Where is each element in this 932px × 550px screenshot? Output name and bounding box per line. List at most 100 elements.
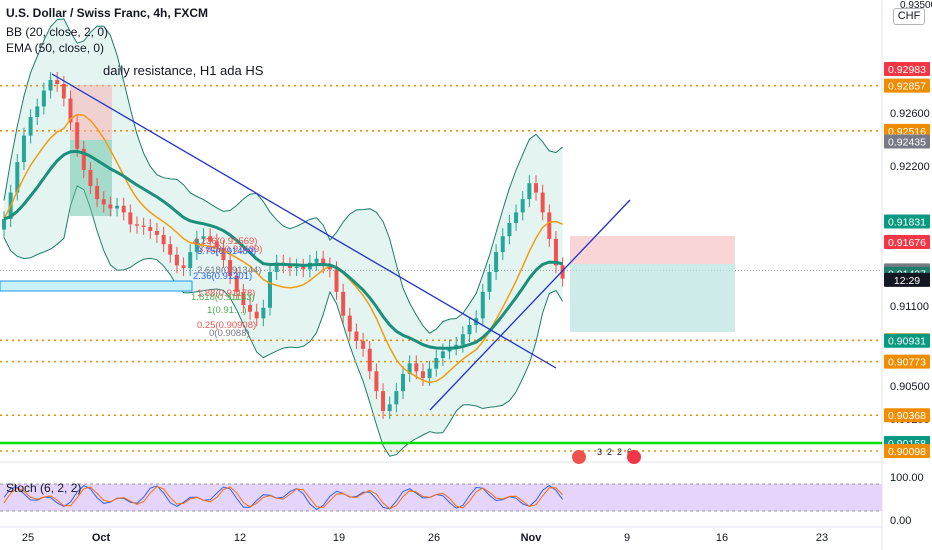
candle-body xyxy=(553,238,558,266)
price-tag-bg xyxy=(884,134,930,149)
time-tick: 12 xyxy=(234,532,246,544)
price-tag-bg xyxy=(884,408,930,423)
candle-body xyxy=(547,212,552,239)
candle-body xyxy=(347,315,352,332)
price-tag-bg xyxy=(884,62,930,76)
candle-body xyxy=(208,236,213,242)
time-tick: Nov xyxy=(521,532,543,544)
candle-body xyxy=(55,79,60,84)
candle-body xyxy=(188,252,193,269)
candle-body xyxy=(95,185,100,200)
candle-body xyxy=(135,224,139,226)
fib-label: 0.25(0.90908) xyxy=(197,320,256,331)
candle-body xyxy=(560,265,565,279)
symbol-title: U.S. Dollar / Swiss Franc, 4h, FXCM xyxy=(6,6,209,20)
candle-body xyxy=(15,162,20,193)
candle-body xyxy=(35,106,40,118)
candle-body xyxy=(168,244,173,255)
price-tick: 0.91100 xyxy=(890,301,929,313)
candle-body xyxy=(75,122,80,149)
candle-body xyxy=(154,230,159,235)
candle-body xyxy=(61,83,66,99)
candle-body xyxy=(414,363,419,372)
price-tag-label: 0.90368 xyxy=(888,410,926,422)
candle-body xyxy=(241,291,246,306)
candle-body xyxy=(141,225,146,227)
candle-body xyxy=(334,269,339,292)
stoch-k-line xyxy=(3,484,564,511)
chart-annotation[interactable]: daily resistance, H1 ada HS xyxy=(103,63,264,78)
fib-label: 1.618(0.91133) xyxy=(191,292,255,303)
price-tag-bg xyxy=(884,235,930,250)
fib-label: 3.618(0.91489) xyxy=(198,244,262,255)
event-flag-icon xyxy=(572,450,586,464)
candle-body xyxy=(101,199,106,205)
time-tick: 16 xyxy=(716,532,728,544)
fib-label: 0(0.9088) xyxy=(209,328,250,339)
candle-body xyxy=(381,391,386,412)
candle-body xyxy=(534,183,538,193)
fib-label: 3.75(0.91489) xyxy=(197,246,256,257)
candle-body xyxy=(507,222,512,237)
candle-body xyxy=(367,348,372,372)
bollinger-lower xyxy=(3,185,564,457)
price-tag-label: 0.90773 xyxy=(888,357,926,369)
price-tag-bg xyxy=(884,354,930,369)
candle-body xyxy=(21,135,26,163)
price-axis-top-label: 0.93500 xyxy=(900,0,932,11)
candle-body xyxy=(480,291,485,319)
candle-body xyxy=(374,371,379,392)
candle-body xyxy=(540,192,545,213)
candle-body xyxy=(487,271,492,292)
candle-body xyxy=(161,234,166,245)
candle-body xyxy=(354,331,359,341)
event-count: 2 xyxy=(607,447,612,457)
candle-body xyxy=(274,262,279,272)
price-tag-label: 0.90931 xyxy=(888,336,926,348)
candle-body xyxy=(427,368,432,378)
currency-button[interactable]: CHF xyxy=(893,8,925,25)
candle-body xyxy=(440,351,445,359)
candle-body xyxy=(174,254,179,266)
price-tag-bg xyxy=(884,272,930,287)
price-tag-label: 0.91676 xyxy=(888,237,926,249)
candle-body xyxy=(527,183,532,200)
candle-body xyxy=(148,226,153,231)
candle-body xyxy=(68,98,73,123)
candle-body xyxy=(254,311,259,319)
candle-body xyxy=(294,266,299,269)
price-tick: 0.92200 xyxy=(890,161,930,173)
candle-body xyxy=(420,371,425,378)
price-tag-label: 0.92435 xyxy=(888,137,926,149)
ema-legend[interactable]: EMA (50, close, 0) xyxy=(6,41,105,55)
position-stop-zone xyxy=(570,236,735,264)
price-tag-label: 0.91831 xyxy=(888,217,926,229)
support-trendline xyxy=(429,199,631,411)
fib-label: 1(0.91…) xyxy=(207,305,247,316)
stoch-legend[interactable]: Stoch (6, 2, 2) xyxy=(6,481,82,495)
candle-body xyxy=(248,305,253,312)
price-tag-bg xyxy=(884,123,930,138)
price-tag-bg xyxy=(884,214,930,229)
event-count: 3 xyxy=(597,447,602,457)
time-tick: 9 xyxy=(624,532,630,544)
bollinger-upper xyxy=(3,18,563,334)
bb-legend[interactable]: BB (20, close, 2, 0) xyxy=(6,25,109,39)
candle-body xyxy=(194,238,199,253)
candle-body xyxy=(321,258,326,266)
candle-body xyxy=(48,79,53,91)
candle-body xyxy=(454,344,459,348)
time-tick: 25 xyxy=(22,532,34,544)
candle-body xyxy=(341,291,346,316)
candle-body xyxy=(41,90,46,107)
candle-body xyxy=(494,252,499,272)
event-dot-icon xyxy=(627,450,641,464)
event-count: 2 xyxy=(617,447,622,457)
price-tag-label: 12:29 xyxy=(894,275,920,287)
candle-body xyxy=(314,258,319,263)
price-tag-label: 0.90098 xyxy=(888,446,926,458)
position-target-zone xyxy=(570,264,735,332)
range-box xyxy=(0,280,193,292)
